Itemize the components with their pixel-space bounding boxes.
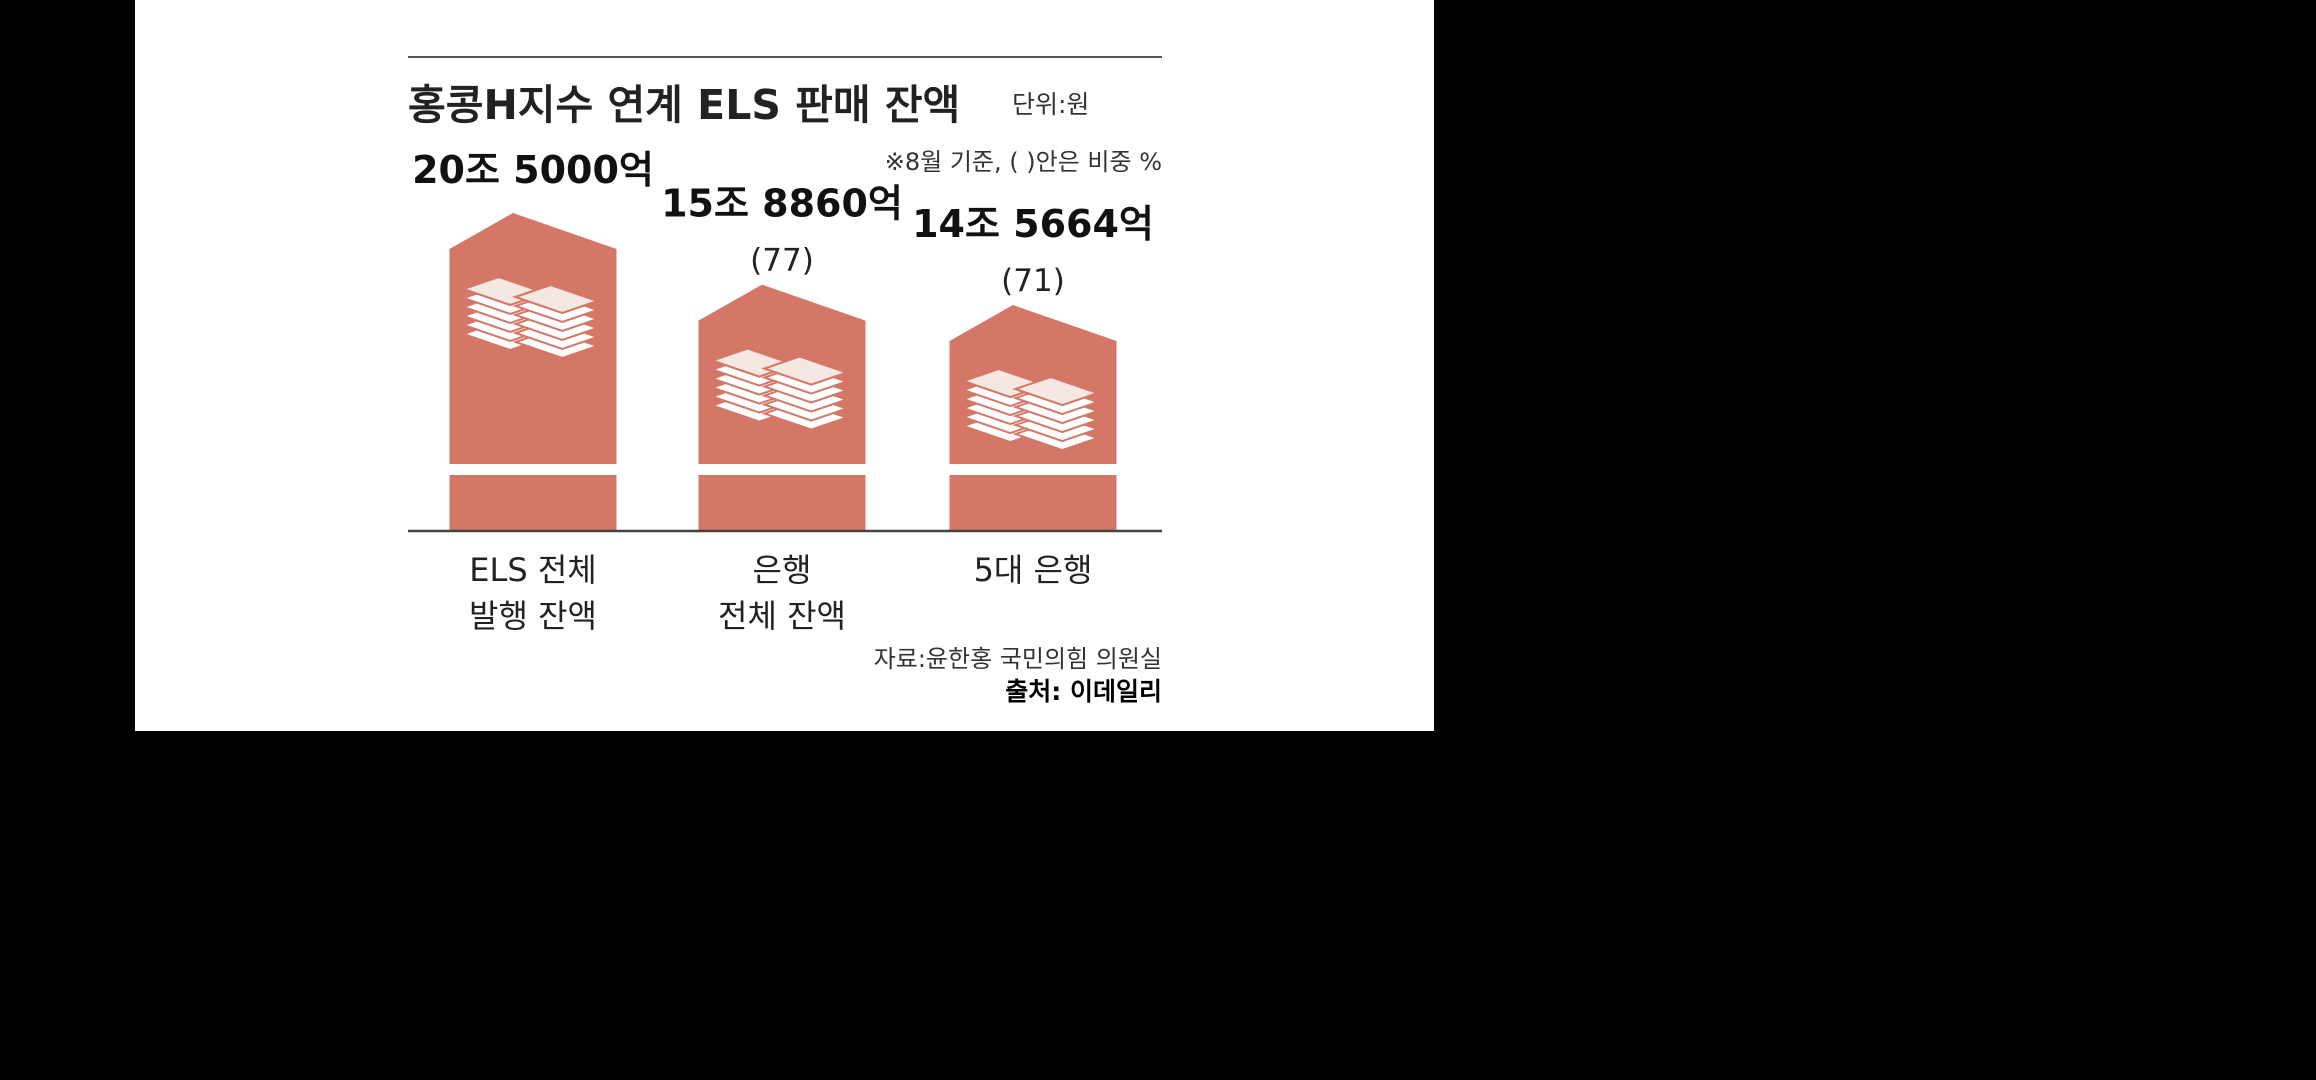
money-stack-icon [761, 355, 850, 431]
bill-top [1012, 375, 1101, 407]
bar-2: 14조 5664억 (71) [912, 202, 1154, 531]
value-label: 15조 8860억 [661, 182, 903, 226]
bar-break [448, 464, 618, 475]
credit-text: 출처: 이데일리 [1005, 677, 1162, 706]
value-label: 20조 5000억 [412, 148, 654, 192]
bill-top [512, 283, 601, 315]
category-label: 발행 잔액 [469, 597, 597, 635]
money-stack-icon [512, 283, 601, 360]
unit-label: 단위:원 [1012, 90, 1089, 119]
category-label: 은행 [753, 551, 812, 589]
source-text: 자료:윤한홍 국민의힘 의원실 [874, 645, 1162, 673]
category-label: 5대 은행 [974, 551, 1093, 589]
bar-break [697, 464, 867, 475]
chart-svg: 홍콩H지수 연계 ELS 판매 잔액 단위:원 ※8월 기준, ( )안은 비중… [408, 56, 1162, 706]
bar-1: 15조 8860억 (77) [661, 182, 903, 531]
share-label: (77) [750, 243, 814, 279]
bar-body [449, 213, 617, 531]
share-label: (71) [1001, 263, 1065, 299]
bill-top [761, 355, 850, 386]
category-label: ELS 전체 [469, 551, 596, 589]
chart-note: ※8월 기준, ( )안은 비중 % [885, 148, 1162, 176]
bar-break [948, 464, 1118, 475]
bar-0: 20조 5000억 [412, 148, 654, 531]
chart-title: 홍콩H지수 연계 ELS 판매 잔액 [408, 81, 960, 129]
value-label: 14조 5664억 [912, 202, 1154, 246]
money-stack-icon [1012, 375, 1101, 452]
category-label: 전체 잔액 [718, 597, 846, 635]
